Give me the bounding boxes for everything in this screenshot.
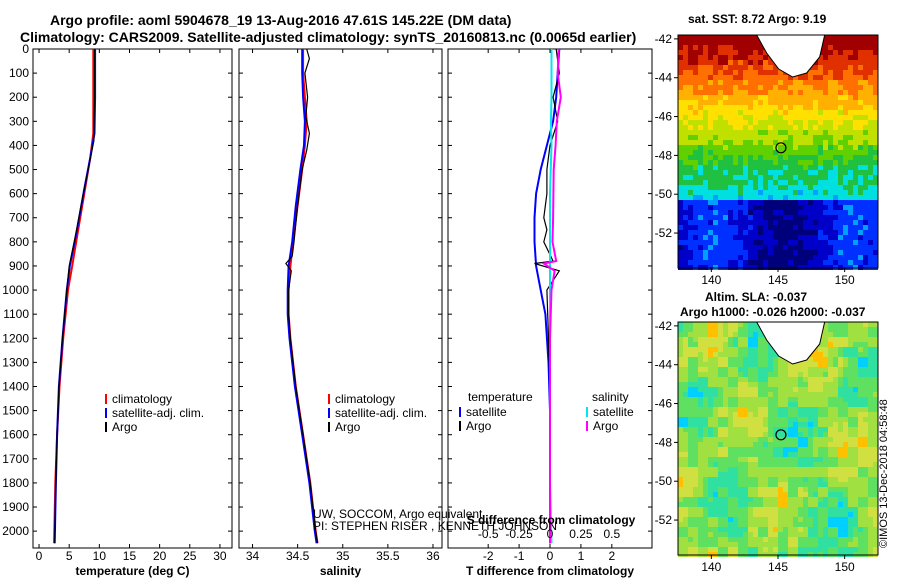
note-line1: UW, SOCCOM, Argo equivalent — [313, 507, 483, 521]
depth-tick-label: 200 — [9, 90, 29, 104]
xtick-label-difference: -1 — [514, 549, 525, 563]
series-difference-sal_argo — [541, 48, 562, 544]
series-salinity-argo — [285, 48, 319, 544]
figure-title-line1: Argo profile: aoml 5904678_19 13-Aug-201… — [50, 12, 512, 28]
top-tick-label: -0.5 — [478, 527, 499, 541]
depth-tick-label: 400 — [9, 138, 29, 152]
xtick-label-salinity: 36 — [426, 549, 440, 563]
series-difference-argo — [534, 48, 561, 544]
profile-location-marker-0 — [775, 142, 787, 154]
map-lat-label: -44 — [655, 71, 673, 85]
legend-diff-sal-satellite: satellite — [593, 405, 634, 419]
map-lat-label: -46 — [655, 110, 673, 124]
depth-tick-label: 1500 — [2, 404, 29, 418]
map-lat-label: -48 — [655, 148, 673, 162]
legend-diff-sal-header: salinity — [592, 390, 629, 404]
xtick-label-difference: 2 — [608, 549, 615, 563]
xtick-label-temperature: 10 — [93, 549, 107, 563]
xtick-label-temperature: 20 — [153, 549, 167, 563]
depth-tick-label: 1900 — [2, 500, 29, 514]
xtick-label-temperature: 0 — [36, 549, 43, 563]
map-lon-label: 150 — [835, 560, 855, 574]
profile-location-marker-1 — [775, 429, 787, 441]
xtick-label-salinity: 34.5 — [286, 549, 310, 563]
sst-map-title: sat. SST: 8.72 Argo: 9.19 — [688, 12, 827, 26]
map-lon-label: 140 — [701, 273, 721, 287]
legend-temp-2: Argo — [112, 420, 138, 434]
depth-tick-label: 600 — [9, 187, 29, 201]
map-lat-label: -52 — [655, 226, 673, 240]
legend-diff-sal-argo: Argo — [593, 419, 619, 433]
top-tick-label: 0.25 — [569, 527, 593, 541]
depth-tick-label: 1100 — [3, 307, 29, 321]
depth-tick-label: 1200 — [2, 331, 29, 345]
legend-temp-0: climatology — [112, 392, 172, 406]
xlabel-temperature: temperature (deg C) — [75, 564, 189, 578]
map-lat-label: -44 — [655, 358, 673, 372]
panel-salinity-frame — [238, 48, 443, 549]
map-lon-label: 150 — [835, 273, 855, 287]
map-lat-label: -50 — [655, 474, 673, 488]
top-tick-label: 0 — [547, 527, 554, 541]
xtick-label-difference: -2 — [483, 549, 494, 563]
map-lon-label: 145 — [768, 273, 788, 287]
map-lon-label: 145 — [768, 560, 788, 574]
legend-temp-1: satellite-adj. clim. — [112, 406, 204, 420]
series-temperature-argo — [54, 49, 96, 544]
depth-tick-label: 1400 — [2, 379, 29, 393]
legend-sal-1: satellite-adj. clim. — [335, 406, 427, 420]
legend-diff-temp-argo: Argo — [466, 419, 492, 433]
xtick-label-temperature: 30 — [213, 549, 227, 563]
depth-tick-label: 900 — [9, 259, 29, 273]
sla-map-title-line2: Argo h1000: -0.026 h2000: -0.037 — [680, 305, 866, 319]
depth-tick-label: 1600 — [2, 428, 29, 442]
depth-tick-label: 500 — [9, 163, 29, 177]
top-tick-label: -0.25 — [505, 527, 533, 541]
figure-title-line2: Climatology: CARS2009. Satellite-adjuste… — [20, 29, 637, 45]
map-lat-label: -42 — [655, 319, 673, 333]
legend-sal-2: Argo — [335, 420, 361, 434]
xlabel-difference: T difference from climatology — [466, 564, 634, 578]
xtick-label-difference: 0 — [547, 549, 554, 563]
xtick-label-salinity: 34 — [246, 549, 260, 563]
depth-tick-label: 2000 — [2, 524, 29, 538]
panel-temperature-frame — [32, 48, 233, 549]
depth-tick-label: 300 — [9, 114, 29, 128]
map-lon-label: 140 — [701, 560, 721, 574]
depth-tick-label: 700 — [9, 211, 29, 225]
xtick-label-salinity: 35.5 — [376, 549, 400, 563]
sla-map-title-line1: Altim. SLA: -0.037 — [705, 290, 808, 304]
map-lat-label: -52 — [655, 513, 673, 527]
series-salinity-satellite — [286, 49, 318, 544]
xlabel-salinity: salinity — [320, 564, 362, 578]
depth-tick-label: 1300 — [2, 355, 29, 369]
legend-sal-0: climatology — [335, 392, 395, 406]
depth-tick-label: 1800 — [2, 476, 29, 490]
depth-tick-label: 0 — [22, 42, 29, 56]
xtick-label-salinity: 35 — [336, 549, 350, 563]
depth-tick-label: 100 — [9, 66, 29, 80]
legend-diff-temp-satellite: satellite — [466, 405, 507, 419]
depth-tick-label: 1000 — [2, 283, 29, 297]
top-tick-label: 0.5 — [603, 527, 620, 541]
xtick-label-temperature: 25 — [183, 549, 197, 563]
xtick-label-temperature: 5 — [66, 549, 73, 563]
xtick-label-temperature: 15 — [123, 549, 137, 563]
note-line2: PI: STEPHEN RISER , KENNETH JOHNSON — [313, 519, 557, 533]
diff-top-axis-label: S difference from climatology — [467, 513, 636, 527]
tasmania-land-0 — [755, 34, 826, 78]
tasmania-land-1 — [755, 321, 826, 365]
xtick-label-difference: 1 — [578, 549, 585, 563]
map-lat-label: -48 — [655, 435, 673, 449]
depth-tick-label: 1700 — [2, 452, 29, 466]
map-lat-label: -46 — [655, 397, 673, 411]
depth-tick-label: 800 — [9, 235, 29, 249]
map-lat-label: -50 — [655, 187, 673, 201]
map-lat-label: -42 — [655, 32, 673, 46]
legend-diff-temp-header: temperature — [468, 390, 533, 404]
